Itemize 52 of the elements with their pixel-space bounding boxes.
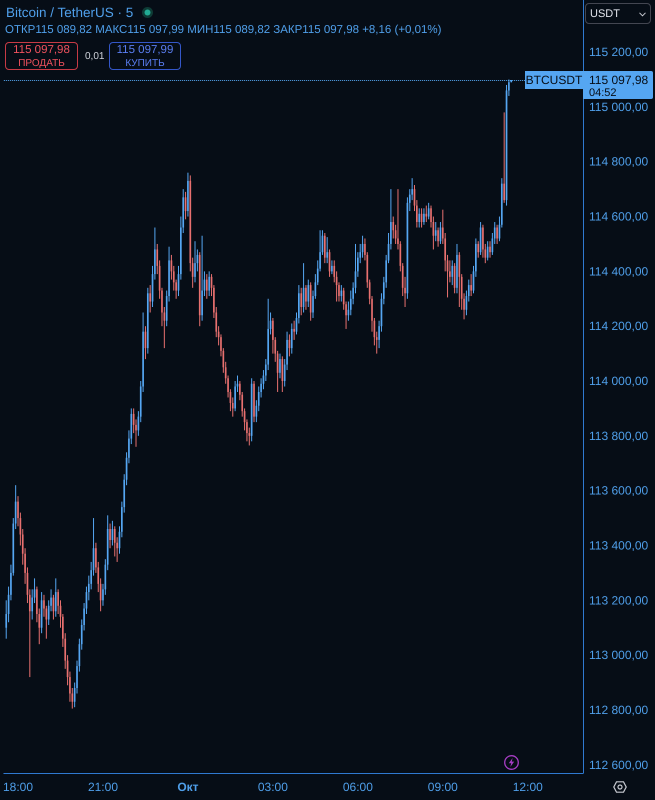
y-tick-label: 113 200,00	[589, 593, 648, 608]
annotation: 0,01	[85, 51, 104, 62]
candlestick	[279, 353, 281, 379]
y-tick-label: 113 000,00	[589, 648, 648, 662]
candlestick	[54, 578, 57, 618]
text: ОТКР115 089,82 МАКС115 097,99 МИН115 089,82 ЗАКР115 097,98 +8,16 (+0,01%)	[5, 24, 442, 36]
candlestick	[305, 284, 307, 310]
candlestick	[489, 240, 491, 258]
y-tick-label: 114 800,00	[589, 154, 648, 169]
text: 04:52	[589, 87, 617, 100]
candlestick	[184, 191, 186, 220]
text: 115 097,98	[589, 73, 648, 88]
candlestick	[109, 523, 111, 549]
x-tick-label: Окт	[177, 780, 199, 794]
candlestick	[112, 520, 114, 546]
y-tick-label: 115 000,00	[589, 100, 648, 114]
buy-button[interactable]: 115 097,99 КУПИТЬ	[109, 42, 181, 70]
y-tick-label: 112 800,00	[589, 702, 648, 717]
candlestick	[144, 326, 146, 360]
y-tick-label: 115 200,00	[589, 45, 648, 60]
candlestick	[288, 334, 290, 357]
candlestick	[420, 208, 422, 228]
x-tick-label: 18:00	[3, 780, 34, 794]
y-tick-label: 113 400,00	[589, 538, 648, 552]
candlestick	[194, 240, 196, 283]
y-tick-label: 114 400,00	[589, 264, 648, 278]
y-tick-label: 113 800,00	[589, 428, 648, 443]
x-tick-label: 09:00	[428, 780, 458, 794]
candlestick	[52, 594, 54, 620]
annotation: 115 097,99	[116, 44, 174, 56]
candlestick	[302, 262, 304, 313]
candlestick	[437, 227, 439, 248]
candlestick	[496, 224, 498, 244]
annotation: КУПИТЬ	[124, 58, 166, 68]
candlestick	[423, 208, 425, 226]
annotation: 115 097,98	[12, 44, 71, 56]
x-tick-label: 06:00	[342, 780, 374, 794]
chart-title: Bitcoin / TetherUS · 5	[6, 5, 134, 20]
y-tick-label: 114 200,00	[589, 319, 648, 334]
y-tick-label: 114 600,00	[589, 210, 648, 224]
currency-dropdown[interactable]: USDT	[585, 3, 651, 24]
sell-button[interactable]: 115 097,98 ПРОДАТЬ	[5, 42, 78, 70]
x-tick-label: 21:00	[88, 780, 118, 794]
candlestick	[440, 222, 442, 244]
y-tick-label: 113 600,00	[589, 484, 648, 498]
ref-line-label: BTCUSDT	[526, 73, 583, 88]
annotation: ПРОДАТЬ	[17, 58, 66, 68]
candlestick	[328, 248, 330, 278]
y-tick-label: 114 000,00	[589, 374, 648, 388]
x-tick-label: 12:00	[512, 780, 544, 794]
x-tick-label: 03:00	[258, 780, 288, 794]
y-tick-label: 112 600,00	[589, 758, 648, 772]
